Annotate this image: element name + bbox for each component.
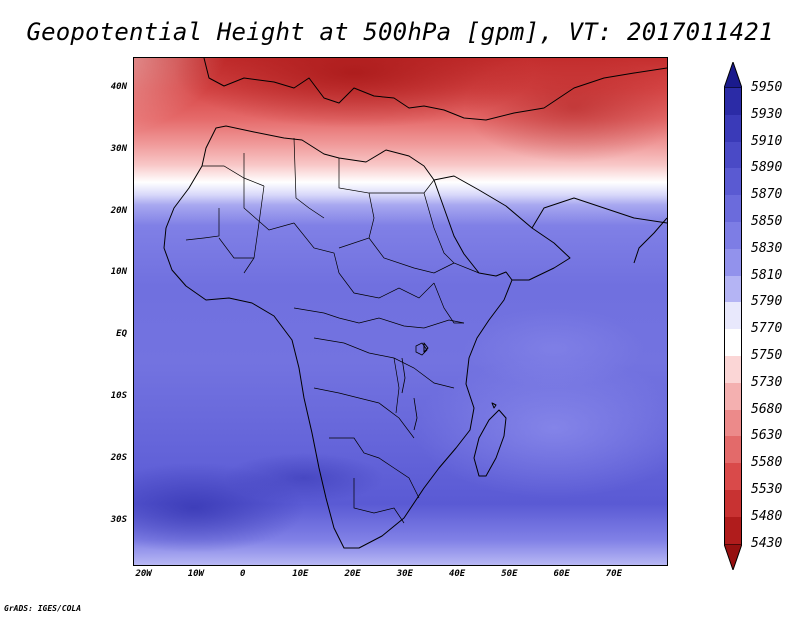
lakes	[401, 342, 428, 431]
x-tick-label: 70E	[605, 569, 622, 579]
colorbar-label: 5910	[751, 133, 783, 149]
colorbar-swatch	[724, 436, 742, 464]
arabia-coastline	[433, 175, 571, 281]
south-atlantic-band-shading	[224, 453, 384, 503]
y-tick-label: 30S	[110, 514, 127, 525]
colorbar-swatch	[724, 222, 742, 250]
colorbar-swatch	[724, 356, 742, 384]
middle-east-trough-shading	[464, 58, 667, 163]
colorbar-bottom-arrow	[724, 543, 742, 570]
colorbar-label: 5730	[751, 374, 783, 390]
colorbar-label: 5830	[751, 240, 783, 256]
y-tick-label: 30N	[110, 143, 127, 154]
colorbar-top-arrow	[724, 62, 742, 88]
colorbar-label: 5750	[751, 348, 783, 363]
colorbar-label: 5930	[751, 106, 783, 122]
x-tick-label: 10E	[292, 569, 309, 579]
colorbar-swatch	[724, 516, 742, 545]
colorbar-swatch	[724, 463, 742, 491]
colorbar-label: 5580	[751, 455, 783, 471]
colorbar-top-triangle	[724, 62, 742, 88]
colorbar-label: 5890	[751, 160, 783, 176]
x-tick-label: 40E	[448, 569, 466, 579]
x-tick-label: 20W	[135, 569, 152, 579]
x-tick-label: 60E	[553, 569, 570, 579]
colorbar-swatch	[724, 141, 742, 169]
colorbar-label: 5770	[751, 321, 783, 337]
small-islands	[423, 342, 497, 409]
iran-coastline	[531, 197, 667, 229]
colorbar-label: 5790	[751, 294, 783, 310]
y-tick-label: 20S	[110, 452, 127, 463]
africa-coastline	[163, 125, 513, 549]
colorbar-swatch	[724, 168, 742, 196]
map-panel	[133, 57, 668, 566]
geopotential-height-map	[134, 58, 667, 565]
country-borders	[185, 137, 480, 524]
colorbar-swatch	[724, 195, 742, 223]
madagascar-coastline	[473, 409, 507, 477]
grads-credit: GrADS: IGES/COLA	[4, 604, 82, 613]
colorbar-label: 5630	[751, 428, 783, 444]
y-tick-label: EQ	[116, 329, 127, 340]
x-tick-label: 0	[239, 569, 246, 579]
colorbar-label: 5480	[751, 508, 783, 524]
y-tick-label: 40N	[110, 81, 127, 92]
plot-title: Geopotential Height at 500hPa [gpm], VT:…	[26, 18, 774, 46]
coastlines	[163, 58, 667, 549]
indian-ocean-shading	[414, 358, 667, 498]
x-tick-label: 30E	[396, 569, 413, 579]
colorbar-label: 5950	[751, 80, 783, 95]
x-tick-label: 10W	[187, 569, 204, 579]
arabian-sea-shading	[464, 308, 644, 388]
colorbar-swatch	[724, 409, 742, 437]
colorbar-label: 5680	[751, 401, 783, 417]
colorbar-label: 5850	[751, 214, 783, 229]
colorbar-swatch	[724, 114, 742, 143]
india-coastline	[633, 217, 667, 264]
colorbar-swatch	[724, 248, 742, 277]
colorbar-swatch	[724, 275, 742, 303]
colorbar-swatch	[724, 490, 742, 518]
x-tick-label: 50E	[501, 569, 518, 579]
y-tick-label: 10N	[110, 267, 127, 278]
y-tick-label: 20N	[110, 205, 127, 216]
colorbar-swatch	[724, 329, 742, 357]
colorbar-swatch	[724, 302, 742, 330]
colorbar-label: 5870	[751, 187, 783, 203]
colorbar-swatch	[724, 382, 742, 411]
europe-coastline	[203, 58, 667, 121]
colorbar-swatch	[724, 88, 742, 116]
x-tick-label: 20E	[344, 569, 361, 579]
colorbar-label: 5430	[751, 535, 783, 551]
colorbar-label: 5530	[751, 482, 783, 497]
colorbar-label: 5810	[751, 267, 783, 283]
colorbar-bottom-triangle	[724, 543, 742, 570]
y-tick-label: 10S	[110, 391, 127, 402]
